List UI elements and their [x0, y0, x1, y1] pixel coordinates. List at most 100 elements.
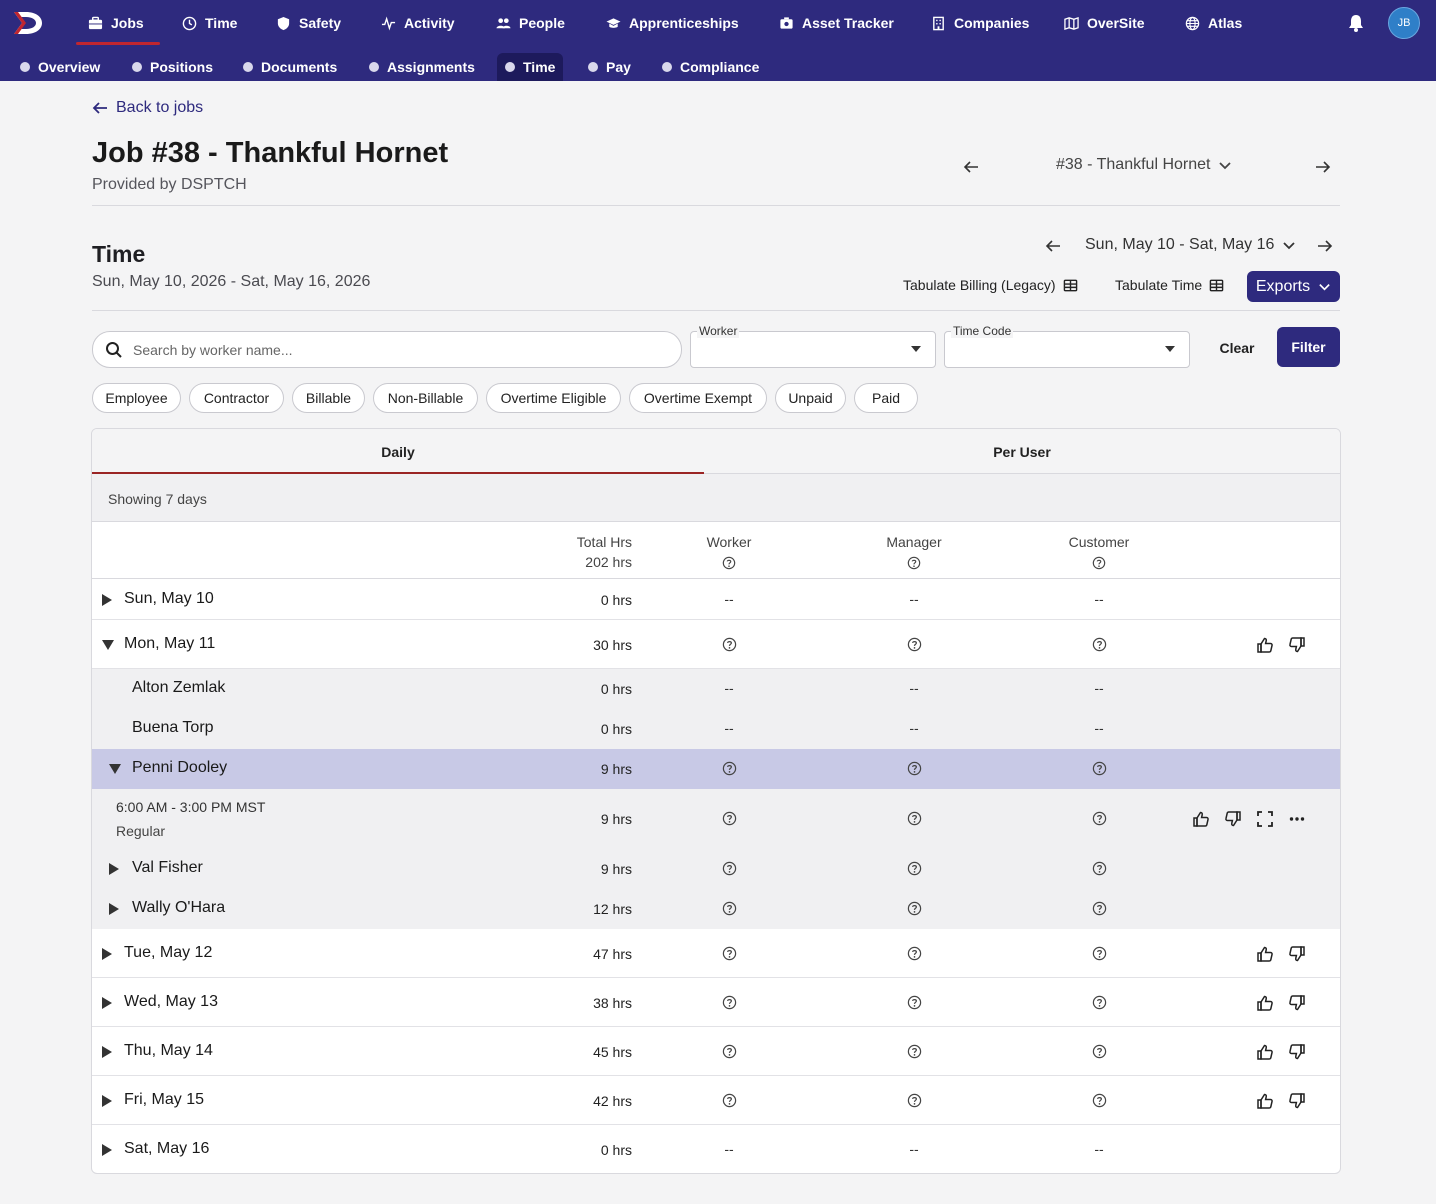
manager-status-help-icon[interactable]	[906, 861, 922, 876]
worker-status-help-icon[interactable]	[721, 861, 737, 876]
search-input[interactable]	[133, 341, 653, 358]
approve-button[interactable]	[1256, 636, 1276, 656]
date-range-selector[interactable]: Sun, May 10 - Sat, May 16	[1085, 236, 1296, 254]
help-icon[interactable]	[907, 556, 921, 570]
customer-status-help-icon[interactable]	[1091, 861, 1107, 876]
chip-overtime-exempt[interactable]: Overtime Exempt	[629, 383, 767, 413]
manager-status-help-icon[interactable]	[906, 901, 922, 916]
expand-caret-icon[interactable]	[102, 593, 112, 606]
worker-status-help-icon[interactable]	[721, 637, 737, 652]
day-row[interactable]: Wed, May 13 38 hrs	[92, 978, 1340, 1027]
day-row[interactable]: Fri, May 15 42 hrs	[92, 1076, 1340, 1125]
worker-status-help-icon[interactable]	[721, 761, 737, 776]
dsptch-logo-icon[interactable]	[12, 9, 44, 37]
chip-billable[interactable]: Billable	[292, 383, 365, 413]
more-options-button[interactable]	[1288, 810, 1308, 830]
worker-status-help-icon[interactable]	[721, 946, 737, 961]
expand-caret-icon[interactable]	[102, 947, 112, 960]
reject-button[interactable]	[1288, 1092, 1308, 1112]
tab-per-user[interactable]: Per User	[993, 443, 1051, 460]
reject-button[interactable]	[1224, 810, 1244, 830]
approve-button[interactable]	[1256, 1092, 1276, 1112]
day-row[interactable]: Thu, May 14 45 hrs	[92, 1027, 1340, 1076]
subnav-documents[interactable]: Documents	[235, 53, 345, 81]
customer-status-help-icon[interactable]	[1091, 946, 1107, 961]
approve-button[interactable]	[1192, 810, 1212, 830]
manager-status-help-icon[interactable]	[906, 946, 922, 961]
worker-row[interactable]: Wally O'Hara 12 hrs	[92, 889, 1340, 929]
customer-status-help-icon[interactable]	[1091, 901, 1107, 916]
nav-activity[interactable]: Activity	[381, 0, 455, 46]
tabulate-time-button[interactable]: Tabulate Time	[1115, 277, 1224, 293]
reject-button[interactable]	[1288, 1043, 1308, 1063]
customer-status-help-icon[interactable]	[1091, 995, 1107, 1010]
nav-time[interactable]: Time	[182, 0, 237, 46]
manager-status-help-icon[interactable]	[906, 637, 922, 652]
worker-row[interactable]: Val Fisher 9 hrs	[92, 849, 1340, 889]
day-row[interactable]: Tue, May 12 47 hrs	[92, 929, 1340, 978]
customer-status-help-icon[interactable]	[1091, 1093, 1107, 1108]
subnav-compliance[interactable]: Compliance	[654, 53, 767, 81]
chip-paid[interactable]: Paid	[854, 383, 918, 413]
manager-status-help-icon[interactable]	[906, 761, 922, 776]
time-entry-row[interactable]: 6:00 AM - 3:00 PM MST Regular 9 hrs	[92, 789, 1340, 849]
clear-button[interactable]: Clear	[1219, 340, 1255, 356]
help-icon[interactable]	[722, 556, 736, 570]
filter-button[interactable]: Filter	[1277, 327, 1340, 367]
approve-button[interactable]	[1256, 994, 1276, 1014]
worker-row[interactable]: Penni Dooley 9 hrs	[92, 749, 1340, 789]
nav-jobs[interactable]: Jobs	[76, 0, 160, 46]
day-row[interactable]: Sat, May 16 0 hrs -- -- --	[92, 1125, 1340, 1173]
expand-caret-icon[interactable]	[109, 863, 119, 875]
approve-button[interactable]	[1256, 1043, 1276, 1063]
expand-caret-icon[interactable]	[102, 996, 112, 1009]
customer-status-help-icon[interactable]	[1091, 637, 1107, 652]
time-code-select[interactable]: Time Code	[944, 324, 1190, 368]
back-to-jobs-link[interactable]: Back to jobs	[92, 99, 203, 117]
bell-icon[interactable]	[1346, 13, 1366, 33]
expand-caret-icon[interactable]	[102, 1144, 112, 1156]
worker-status-help-icon[interactable]	[721, 1093, 737, 1108]
expand-button[interactable]	[1256, 810, 1276, 830]
manager-status-help-icon[interactable]	[906, 1044, 922, 1059]
tab-daily[interactable]: Daily	[92, 429, 704, 475]
customer-status-help-icon[interactable]	[1091, 811, 1107, 826]
worker-status-help-icon[interactable]	[721, 995, 737, 1010]
nav-atlas[interactable]: Atlas	[1185, 0, 1242, 46]
nav-people[interactable]: People	[496, 0, 565, 46]
next-job-button[interactable]	[1313, 157, 1333, 177]
collapse-caret-icon[interactable]	[102, 639, 114, 650]
reject-button[interactable]	[1288, 994, 1308, 1014]
exports-button[interactable]: Exports	[1247, 271, 1340, 302]
chip-overtime-eligible[interactable]: Overtime Eligible	[486, 383, 621, 413]
subnav-time[interactable]: Time	[497, 53, 564, 81]
reject-button[interactable]	[1288, 945, 1308, 965]
expand-caret-icon[interactable]	[102, 1045, 112, 1058]
nav-asset-tracker[interactable]: Asset Tracker	[779, 0, 894, 46]
reject-button[interactable]	[1288, 636, 1308, 656]
subnav-assignments[interactable]: Assignments	[361, 53, 483, 81]
customer-status-help-icon[interactable]	[1091, 1044, 1107, 1059]
expand-caret-icon[interactable]	[102, 1094, 112, 1107]
manager-status-help-icon[interactable]	[906, 995, 922, 1010]
nav-safety[interactable]: Safety	[276, 0, 341, 46]
previous-week-button[interactable]	[1043, 236, 1063, 256]
worker-status-help-icon[interactable]	[721, 811, 737, 826]
approve-button[interactable]	[1256, 945, 1276, 965]
chip-employee[interactable]: Employee	[92, 383, 181, 413]
previous-job-button[interactable]	[961, 157, 981, 177]
worker-row[interactable]: Buena Torp 0 hrs -- -- --	[92, 709, 1340, 749]
chip-unpaid[interactable]: Unpaid	[775, 383, 846, 413]
help-icon[interactable]	[1092, 556, 1106, 570]
collapse-caret-icon[interactable]	[109, 764, 121, 774]
chip-non-billable[interactable]: Non-Billable	[373, 383, 478, 413]
subnav-overview[interactable]: Overview	[12, 53, 108, 81]
expand-caret-icon[interactable]	[109, 903, 119, 915]
tabulate-billing-button[interactable]: Tabulate Billing (Legacy)	[903, 277, 1078, 293]
nav-oversite[interactable]: OverSite	[1064, 0, 1145, 46]
manager-status-help-icon[interactable]	[906, 811, 922, 826]
subnav-positions[interactable]: Positions	[124, 53, 221, 81]
next-week-button[interactable]	[1315, 236, 1335, 256]
worker-select[interactable]: Worker	[690, 324, 936, 368]
nav-apprenticeships[interactable]: Apprenticeships	[606, 0, 739, 46]
